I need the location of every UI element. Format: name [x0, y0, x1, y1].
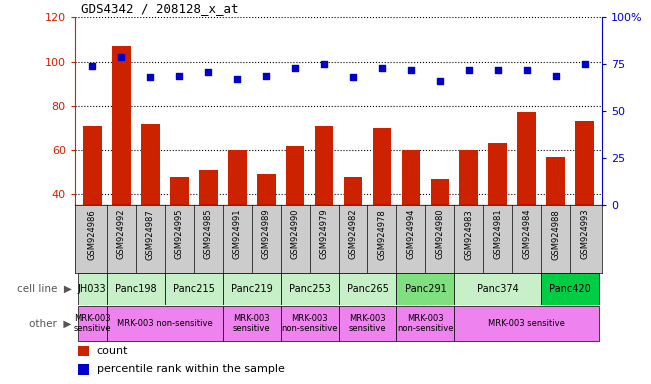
Bar	[402, 150, 421, 283]
Text: Panc198: Panc198	[115, 284, 156, 294]
Text: GSM924994: GSM924994	[406, 209, 415, 259]
Point	[145, 74, 156, 81]
Bar	[77, 273, 107, 305]
Bar	[396, 306, 454, 341]
Text: count: count	[96, 346, 128, 356]
Text: MRK-003
sensitive: MRK-003 sensitive	[74, 314, 111, 333]
Bar	[372, 128, 391, 283]
Point	[464, 67, 474, 73]
Text: JH033: JH033	[78, 284, 107, 294]
Text: percentile rank within the sample: percentile rank within the sample	[96, 364, 284, 374]
Point	[87, 63, 98, 69]
Bar	[170, 177, 189, 283]
Text: MRK-003
sensitive: MRK-003 sensitive	[349, 314, 386, 333]
Bar	[518, 113, 536, 283]
Text: Panc291: Panc291	[404, 284, 447, 294]
Text: MRK-003
sensitive: MRK-003 sensitive	[233, 314, 270, 333]
Bar	[77, 346, 89, 356]
Point	[203, 69, 214, 75]
Bar	[223, 306, 281, 341]
Bar	[281, 306, 339, 341]
Point	[579, 61, 590, 68]
Bar	[460, 150, 478, 283]
Text: MRK-003
non-sensitive: MRK-003 non-sensitive	[281, 314, 338, 333]
Bar	[344, 177, 363, 283]
Point	[377, 65, 387, 71]
Bar	[112, 46, 131, 283]
Point	[116, 54, 126, 60]
Bar	[77, 364, 89, 375]
Bar	[107, 306, 223, 341]
Bar	[228, 150, 247, 283]
Bar	[454, 273, 542, 305]
Bar	[546, 157, 565, 283]
Bar	[314, 126, 333, 283]
Text: GSM924990: GSM924990	[290, 209, 299, 259]
Bar	[77, 306, 107, 341]
Text: GSM924978: GSM924978	[378, 209, 387, 260]
Bar	[339, 273, 396, 305]
Text: GSM924987: GSM924987	[146, 209, 155, 260]
Text: GSM924989: GSM924989	[262, 209, 271, 260]
Text: GSM924982: GSM924982	[348, 209, 357, 260]
Point	[521, 67, 532, 73]
Text: GSM924981: GSM924981	[493, 209, 503, 260]
Text: other  ▶: other ▶	[29, 318, 72, 329]
Bar	[165, 273, 223, 305]
Text: GSM924985: GSM924985	[204, 209, 213, 260]
Point	[493, 67, 503, 73]
Bar	[83, 126, 102, 283]
Bar	[223, 273, 281, 305]
Bar	[286, 146, 305, 283]
Text: Panc420: Panc420	[549, 284, 591, 294]
Bar	[575, 121, 594, 283]
Bar	[396, 273, 454, 305]
Text: MRK-003 sensitive: MRK-003 sensitive	[488, 319, 565, 328]
Text: Panc374: Panc374	[477, 284, 519, 294]
Bar	[488, 144, 507, 283]
Text: GSM924984: GSM924984	[522, 209, 531, 260]
Text: MRK-003
non-sensitive: MRK-003 non-sensitive	[397, 314, 454, 333]
Text: GSM924983: GSM924983	[464, 209, 473, 260]
Text: GSM924991: GSM924991	[232, 209, 242, 259]
Point	[290, 65, 300, 71]
Point	[435, 78, 445, 84]
Text: cell line  ▶: cell line ▶	[17, 284, 72, 294]
Point	[319, 61, 329, 68]
Point	[551, 73, 561, 79]
Text: GSM924993: GSM924993	[580, 209, 589, 260]
Text: Panc265: Panc265	[346, 284, 389, 294]
Point	[174, 73, 184, 79]
Text: Panc219: Panc219	[230, 284, 273, 294]
Bar	[430, 179, 449, 283]
Bar	[281, 273, 339, 305]
Text: GSM924995: GSM924995	[174, 209, 184, 259]
Point	[406, 67, 416, 73]
Text: Panc215: Panc215	[173, 284, 215, 294]
Text: GSM924986: GSM924986	[88, 209, 97, 260]
Bar	[141, 124, 159, 283]
Text: GSM924980: GSM924980	[436, 209, 445, 260]
Point	[232, 76, 242, 83]
Point	[261, 73, 271, 79]
Text: MRK-003 non-sensitive: MRK-003 non-sensitive	[117, 319, 213, 328]
Text: GSM924988: GSM924988	[551, 209, 561, 260]
Bar	[199, 170, 217, 283]
Bar	[339, 306, 396, 341]
Text: GSM924992: GSM924992	[117, 209, 126, 259]
Bar	[107, 273, 165, 305]
Bar	[256, 174, 275, 283]
Bar	[454, 306, 600, 341]
Text: Panc253: Panc253	[288, 284, 331, 294]
Bar	[542, 273, 600, 305]
Point	[348, 74, 358, 81]
Text: GSM924979: GSM924979	[320, 209, 329, 260]
Text: GDS4342 / 208128_x_at: GDS4342 / 208128_x_at	[81, 2, 239, 15]
